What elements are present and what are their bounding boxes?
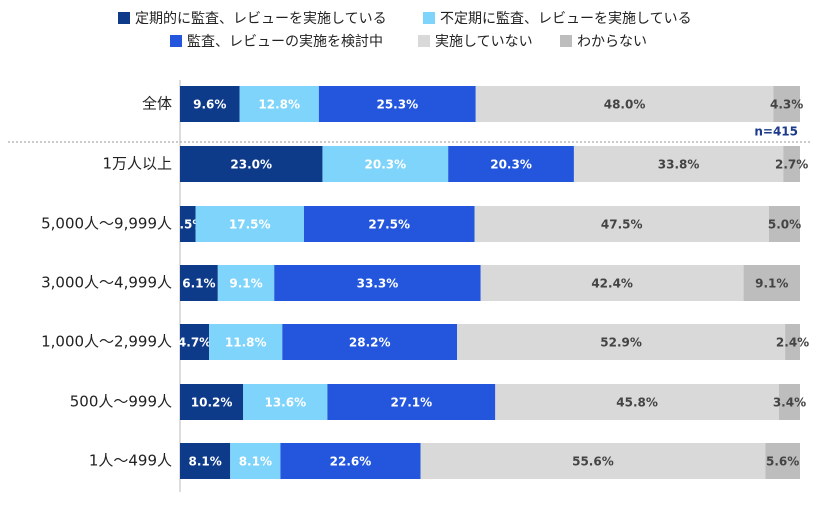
bar-segment <box>480 265 744 301</box>
bar-segment <box>327 384 496 420</box>
legend-swatch <box>170 35 182 47</box>
bar-segment <box>785 324 800 360</box>
value-label: 48.0% <box>604 98 646 112</box>
bar-segment <box>573 146 784 182</box>
value-label: 17.5% <box>229 218 271 232</box>
value-label: 5.6% <box>766 455 799 469</box>
legend-swatch <box>560 35 572 47</box>
bar-segment <box>420 443 766 479</box>
bar-segment <box>474 206 769 242</box>
bar-segment <box>783 146 800 182</box>
bar-segment <box>180 324 210 360</box>
legend-label: 不定期に監査、レビューを実施している <box>440 10 692 27</box>
bar-segment <box>304 206 475 242</box>
value-label: 33.8% <box>658 158 700 172</box>
legend-label: 監査、レビューの実施を検討中 <box>187 33 383 50</box>
legend-label: 実施していない <box>435 34 533 50</box>
bar-segment <box>457 324 786 360</box>
legend-swatch <box>118 12 130 24</box>
value-label: 33.3% <box>357 277 399 291</box>
bar-segment <box>180 443 231 479</box>
bar-segment <box>230 443 281 479</box>
legend-label: 定期的に監査、レビューを実施している <box>135 10 387 27</box>
value-label: 9.6% <box>193 98 226 112</box>
value-label: 20.3% <box>490 158 532 172</box>
bar-segment <box>180 206 196 242</box>
value-label: 27.5% <box>368 218 410 232</box>
sample-size: n=415 <box>754 125 798 139</box>
legend-label: わからない <box>577 34 647 50</box>
value-label: 10.2% <box>191 396 233 410</box>
value-label: 52.9% <box>600 336 642 350</box>
value-label: 9.1% <box>755 277 788 291</box>
value-label: 2.4% <box>776 336 809 350</box>
value-label: 12.8% <box>258 98 300 112</box>
value-label: 3.4% <box>773 396 806 410</box>
category-label: 1人～499人 <box>89 452 172 470</box>
bar-segment <box>180 86 240 122</box>
value-label: 22.6% <box>330 455 372 469</box>
bar-segment <box>778 384 800 420</box>
bar-segment <box>180 146 323 182</box>
value-label: 28.2% <box>349 336 391 350</box>
value-label: 23.0% <box>230 158 272 172</box>
bar-segment <box>180 384 244 420</box>
bar-segment <box>765 443 800 479</box>
value-label: 20.3% <box>365 158 407 172</box>
value-label: 4.7% <box>178 336 211 350</box>
value-label: 8.1% <box>188 455 221 469</box>
legend-swatch <box>423 12 435 24</box>
value-label: 9.1% <box>229 277 262 291</box>
value-label: 8.1% <box>239 455 272 469</box>
value-label: 2.7% <box>775 158 808 172</box>
value-label: 55.6% <box>572 455 614 469</box>
bar-segment <box>318 86 476 122</box>
value-label: 5.0% <box>768 218 801 232</box>
bar-segment <box>180 265 218 301</box>
value-label: 42.4% <box>591 277 633 291</box>
value-label: 47.5% <box>601 218 643 232</box>
bar-segment <box>495 384 779 420</box>
bar-segment <box>195 206 304 242</box>
value-label: 6.1% <box>182 277 215 291</box>
bar-segment <box>475 86 774 122</box>
bar-segment <box>209 324 283 360</box>
bar-segment <box>322 146 449 182</box>
value-label: 45.8% <box>616 396 658 410</box>
category-label: 5,000人～9,999人 <box>41 215 172 233</box>
category-label: 500人～999人 <box>70 393 172 411</box>
bar-segment <box>282 324 458 360</box>
bar-segment <box>448 146 574 182</box>
bar-segment <box>773 86 800 122</box>
category-label: 1万人以上 <box>102 155 172 173</box>
bar-segment <box>239 86 319 122</box>
bar-segment <box>217 265 275 301</box>
value-label: 4.3% <box>770 98 803 112</box>
value-label: 25.3% <box>376 98 418 112</box>
value-label: 13.6% <box>264 396 306 410</box>
category-label: 全体 <box>142 95 172 113</box>
category-label: 1,000人～2,999人 <box>41 333 172 351</box>
bar-segment <box>769 206 800 242</box>
bar-segment <box>280 443 421 479</box>
bar-segment <box>274 265 481 301</box>
category-label: 3,000人～4,999人 <box>41 274 172 292</box>
value-label: 27.1% <box>391 396 433 410</box>
bar-segment <box>243 384 328 420</box>
value-label: 11.8% <box>225 336 267 350</box>
legend-swatch <box>418 35 430 47</box>
bar-segment <box>743 265 800 301</box>
